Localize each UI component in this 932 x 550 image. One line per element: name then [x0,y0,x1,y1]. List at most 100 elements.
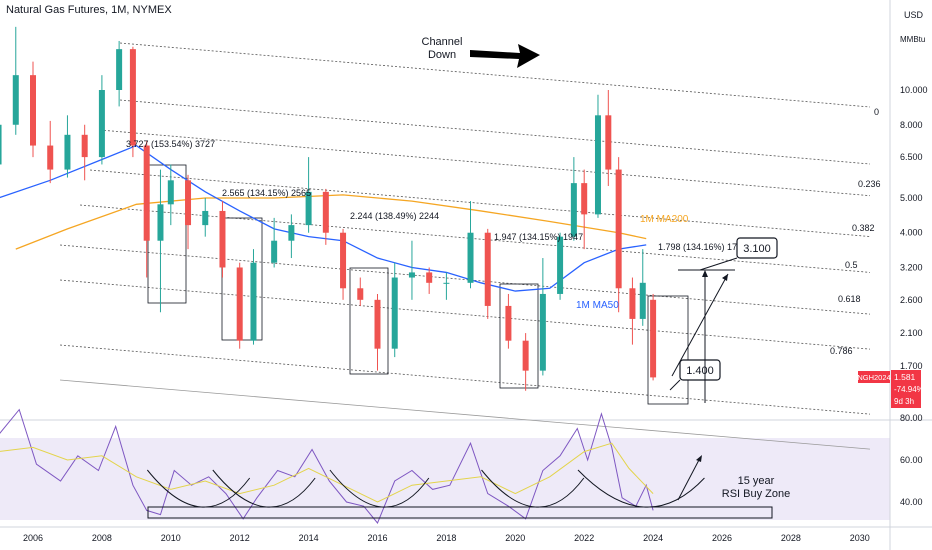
range-box [349,267,389,375]
time-tick-label: 2018 [436,533,456,543]
time-tick-label: 2020 [505,533,525,543]
price-tick-label: 1.700 [900,361,923,371]
candle-body [426,272,433,283]
move-label-2: 2.565 (134.15%) 2565 [222,188,311,198]
time-tick-label: 2016 [367,533,387,543]
price-tick-label: 3.200 [900,262,923,272]
fib-level-label: 0.618 [838,294,861,304]
time-tick-label: 2006 [23,533,43,543]
last-price-tag: NGH2024 1.581 -74.94% 9d 3h [857,370,924,408]
chart-title: Natural Gas Futures, 1M, NYMEX [6,4,172,16]
target-vertical-arrowhead [702,270,708,277]
rsi-arrow [677,457,701,501]
channel-line [59,379,871,450]
time-tick-label: 2028 [781,533,801,543]
ma200-label: 1M MA200 [640,214,689,225]
target-callout: 3.100 [699,237,778,271]
ma50-label: 1M MA50 [576,300,619,311]
candle-body [322,191,329,233]
channel-line [79,204,871,273]
last-price-change: -74.94% [894,385,924,394]
candle-body [81,134,88,158]
candle-body [557,236,564,294]
range-box [147,164,187,304]
candle-body [340,232,347,289]
channel-line [99,129,871,197]
fib-level-label: 0.382 [852,223,875,233]
channel-line [89,169,871,237]
last-price-value: 1.581 [894,372,916,382]
candle-body [581,183,588,215]
candle-body [305,191,312,226]
candle-body [98,90,105,158]
candle-body [288,225,295,241]
candle-body [391,277,398,349]
rsi-buy-zone-box [147,506,773,519]
time-tick-label: 2010 [161,533,181,543]
candle-body [202,210,209,226]
candle-body [47,145,54,170]
time-tick-label: 2024 [643,533,663,543]
price-tick-label: 6.500 [900,152,923,162]
candle-body [157,204,164,241]
projection-arrowhead [722,274,728,281]
channel-label-line1: Channel [422,36,463,48]
rsi-band [0,438,890,520]
channel-line [59,279,871,350]
candle-body [570,183,577,237]
time-tick-label: 2012 [230,533,250,543]
candle-body [374,299,381,349]
channel-line [59,244,871,315]
rsi-tick-label: 40.00 [900,497,923,507]
rsi-tick-label: 60.00 [900,455,923,465]
candle-body [539,293,546,371]
price-tick-label: 10.000 [900,85,928,95]
candle-body [629,288,636,319]
candle-body [64,134,71,170]
projection-arrow [671,273,729,377]
price-tick-label: 8.000 [900,120,923,130]
fib-level-label: 0.786 [830,346,853,356]
candle-body [143,145,150,241]
candle-body [522,340,529,371]
candle-body [0,124,2,165]
time-tick-label: 2030 [850,533,870,543]
move-label-3: 2.244 (138.49%) 2244 [350,211,439,221]
axes: 10.000 8.000 6.500 5.000 4.000 3.200 2.600 2.10… [23,85,928,543]
price-subunit: MMBtu [900,35,925,44]
rsi-line [0,408,654,524]
candle-body [236,267,243,341]
range-boxes [147,164,689,405]
last-price-countdown: 9d 3h [894,397,914,406]
low-callout: 1.400 [669,359,721,391]
rsi-zone-line1: 15 year [738,475,775,487]
candle-body [594,115,601,215]
range-box [647,295,689,405]
candle-body [639,282,646,319]
channel-lines: 0 0.236 0.382 0.5 0.618 0.786 [59,42,881,450]
candle-body [505,305,512,341]
channel-line [59,344,871,415]
candle-body [12,75,19,125]
candle-body [30,75,36,146]
price-unit: USD [904,10,924,20]
fib-level-label: 0 [874,107,879,117]
fib-level-label: 0.236 [858,179,881,189]
move-label-4: 1.947 (134.15%) 1947 [494,232,583,242]
target-value: 3.100 [743,243,771,255]
time-tick-label: 2014 [299,533,319,543]
candle-body [271,240,278,263]
candle-body [250,262,257,341]
rsi-zone-line2: RSI Buy Zone [722,488,790,500]
move-label-5: 1.798 (134.16%) 1798 [658,242,747,252]
low-value: 1.400 [686,365,714,377]
candle-body [167,180,174,205]
channel-line [119,99,871,165]
fib-level-label: 0.5 [845,260,858,270]
price-tick-label: 2.100 [900,328,923,338]
candle-body [357,288,364,300]
time-tick-label: 2026 [712,533,732,543]
candle-body [185,180,192,226]
rsi-tick-label: 80.00 [900,413,923,423]
